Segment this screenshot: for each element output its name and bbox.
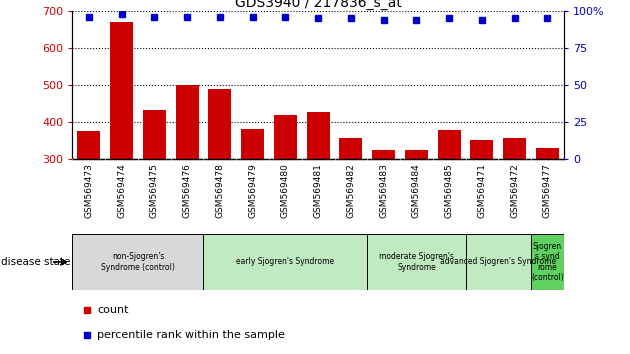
Bar xyxy=(438,130,461,271)
Text: GSM569474: GSM569474 xyxy=(117,163,126,218)
Text: count: count xyxy=(97,305,129,315)
Text: GSM569483: GSM569483 xyxy=(379,163,388,218)
Bar xyxy=(340,138,362,271)
Bar xyxy=(466,234,531,290)
Bar xyxy=(405,150,428,271)
Text: GSM569481: GSM569481 xyxy=(314,163,323,218)
Text: non-Sjogren's
Syndrome (control): non-Sjogren's Syndrome (control) xyxy=(101,252,175,272)
Bar xyxy=(203,234,367,290)
Text: GSM569475: GSM569475 xyxy=(150,163,159,218)
Bar xyxy=(176,85,198,271)
Bar xyxy=(110,22,133,271)
Text: GSM569476: GSM569476 xyxy=(183,163,192,218)
Bar xyxy=(143,110,166,271)
Text: moderate Sjogren's
Syndrome: moderate Sjogren's Syndrome xyxy=(379,252,454,272)
Text: GSM569485: GSM569485 xyxy=(445,163,454,218)
Bar xyxy=(531,234,564,290)
Bar xyxy=(77,131,100,271)
Text: Sjogren
s synd
rome
(control): Sjogren s synd rome (control) xyxy=(531,242,564,282)
Bar xyxy=(209,89,231,271)
Text: GSM569480: GSM569480 xyxy=(281,163,290,218)
Bar xyxy=(307,112,329,271)
Bar xyxy=(241,129,264,271)
Text: percentile rank within the sample: percentile rank within the sample xyxy=(97,330,285,339)
Bar xyxy=(274,115,297,271)
Title: GDS3940 / 217836_s_at: GDS3940 / 217836_s_at xyxy=(235,0,401,10)
Text: GSM569472: GSM569472 xyxy=(510,163,519,218)
Text: GSM569473: GSM569473 xyxy=(84,163,93,218)
Text: GSM569482: GSM569482 xyxy=(346,163,355,218)
Text: early Sjogren's Syndrome: early Sjogren's Syndrome xyxy=(236,257,335,267)
Text: GSM569479: GSM569479 xyxy=(248,163,257,218)
Bar xyxy=(367,234,466,290)
Text: GSM569471: GSM569471 xyxy=(478,163,486,218)
Bar xyxy=(72,234,203,290)
Text: GSM569478: GSM569478 xyxy=(215,163,224,218)
Bar xyxy=(471,140,493,271)
Bar xyxy=(503,138,526,271)
Text: GSM569477: GSM569477 xyxy=(543,163,552,218)
Bar xyxy=(536,148,559,271)
Text: GSM569484: GSM569484 xyxy=(412,163,421,218)
Text: advanced Sjogren's Syndrome: advanced Sjogren's Syndrome xyxy=(440,257,556,267)
Text: disease state: disease state xyxy=(1,257,71,267)
Bar xyxy=(372,150,395,271)
